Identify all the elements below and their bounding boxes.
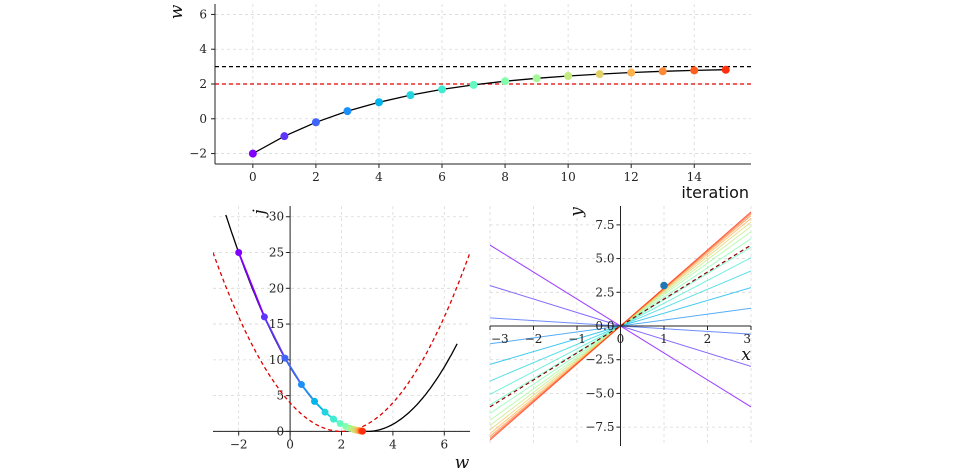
x-tick-label: 12: [624, 170, 639, 184]
x-tick-label: −3: [491, 332, 509, 346]
iteration-point: [501, 77, 510, 86]
descent-step-segment: [237, 252, 266, 318]
y-axis-label: w: [167, 4, 187, 19]
x-tick-label: 0: [286, 437, 294, 451]
y-tick-label: 0.0: [595, 319, 614, 333]
iteration-point: [469, 80, 478, 89]
y-tick-label: 25: [269, 246, 284, 260]
descent-point: [336, 420, 344, 428]
x-axis-label: iteration: [681, 183, 749, 202]
iteration-point: [438, 85, 447, 94]
descent-point: [321, 408, 329, 416]
iteration-point: [406, 91, 415, 100]
w-trajectory-line: [252, 69, 726, 155]
x-tick-label: 0: [617, 332, 625, 346]
iteration-point: [343, 107, 352, 116]
bottom-left-panel-cost-plot: −2 0 2 4 6 0 5 10 15 20 25 30 w j: [213, 206, 470, 473]
y-tick-label: 5.0: [595, 252, 614, 266]
x-tick-label: 0: [249, 170, 257, 184]
iteration-point: [280, 132, 289, 141]
descent-step-segment: [284, 357, 303, 386]
iteration-point: [532, 74, 541, 83]
descent-point: [281, 354, 289, 362]
x-tick-label: 1: [660, 332, 668, 346]
y-tick-label: 0: [199, 112, 207, 126]
x-tick-label: 4: [389, 437, 397, 451]
x-tick-label: 14: [687, 170, 703, 184]
y-tick-label: −5.0: [585, 386, 614, 400]
top-panel-iteration-plot: 0 2 4 6 8 10 12 14 −2 0 2 4 6 iteration w: [167, 4, 751, 202]
iteration-point: [311, 118, 320, 127]
x-axis-label: x: [741, 345, 751, 365]
x-axis-label: w: [455, 453, 470, 473]
y-tick-label: 20: [269, 281, 284, 295]
x-tick-label: 2: [312, 170, 320, 184]
y-tick-label: 6: [199, 7, 207, 21]
x-tick-label: 10: [560, 170, 575, 184]
y-tick-label: 2: [199, 77, 207, 91]
descent-step-segment: [300, 383, 316, 402]
iteration-point: [248, 149, 257, 158]
x-tick-label: 8: [501, 170, 509, 184]
descent-step-segment: [263, 316, 286, 359]
reference-line-dashed: [489, 244, 752, 408]
bottom-right-panel-fit-lines: −3 −2 −1 0 1 2 3 −7.5 −5.0 −2.5 0.0 2.5 5.0 7.5 x y: [489, 206, 752, 446]
y-tick-label: 7.5: [595, 218, 614, 232]
descent-point: [359, 427, 367, 435]
x-tick-label: −1: [568, 332, 586, 346]
descent-point: [311, 397, 319, 405]
y-tick-label: 0: [276, 424, 284, 438]
y-tick-label: 2.5: [595, 285, 614, 299]
descent-point: [297, 381, 305, 389]
y-tick-label: −2: [189, 147, 207, 161]
iteration-point: [564, 72, 573, 80]
x-tick-label: 2: [338, 437, 346, 451]
descent-point: [260, 313, 268, 321]
y-axis-label: j: [250, 209, 270, 219]
x-tick-label: −2: [230, 437, 248, 451]
initial-cost-curve-dashed: [213, 252, 470, 433]
iteration-point: [374, 98, 383, 107]
x-tick-label: −2: [525, 332, 543, 346]
iteration-point: [595, 70, 604, 79]
y-tick-label: −7.5: [585, 420, 614, 434]
data-point: [660, 281, 668, 290]
iteration-point: [721, 65, 730, 74]
y-tick-label: −2.5: [585, 353, 614, 367]
x-tick-label: 4: [375, 170, 383, 184]
descent-point: [330, 415, 338, 423]
y-tick-label: 4: [199, 42, 207, 56]
y-tick-label: 10: [269, 353, 284, 367]
y-axis-label: y: [567, 207, 587, 218]
descent-point: [235, 249, 243, 257]
iteration-point: [627, 68, 636, 77]
y-tick-label: 15: [269, 317, 284, 331]
x-tick-label: 3: [743, 332, 751, 346]
iteration-point: [658, 67, 667, 76]
x-tick-label: 6: [440, 437, 448, 451]
iteration-point: [690, 66, 699, 75]
y-tick-label: 5: [276, 389, 284, 403]
y-tick-label: 30: [269, 210, 284, 224]
x-tick-label: 6: [438, 170, 446, 184]
x-tick-label: 2: [704, 332, 712, 346]
